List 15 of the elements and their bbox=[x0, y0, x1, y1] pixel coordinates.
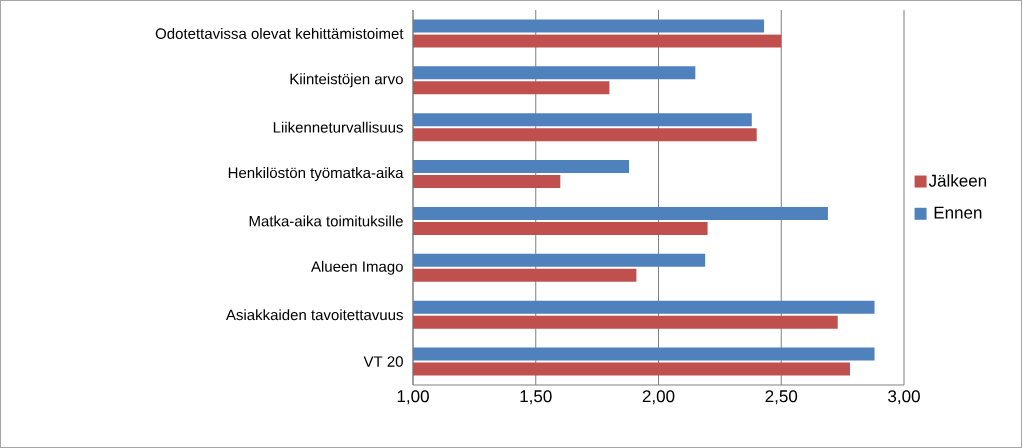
y-tick-label: Odotettavissa olevat kehittämistoimet bbox=[155, 27, 404, 39]
y-tick-label: Alueen Imago bbox=[311, 260, 403, 275]
y-tick-label: VT 20 bbox=[363, 356, 403, 367]
y-tick-label: Kiinteistöjen arvo bbox=[290, 73, 403, 88]
x-tick-label: 1,50 bbox=[520, 390, 552, 405]
x-tick-label: 1,00 bbox=[397, 390, 429, 405]
x-tick-label: 3,00 bbox=[888, 390, 920, 405]
y-tick-label: Matka-aika toimituksille bbox=[249, 215, 403, 227]
x-tick-label: 2,00 bbox=[642, 390, 675, 405]
legend-label: Ennen bbox=[934, 206, 982, 219]
legend-label: Jälkeen bbox=[928, 174, 987, 187]
y-tick-label: Asiakkaiden tavoitettavuus bbox=[225, 309, 403, 321]
y-tick-label: Henkilöstön työmatka-aika bbox=[228, 167, 404, 182]
x-tick-label: 2,50 bbox=[765, 390, 798, 405]
y-tick-label: Liikenneturvallisuus bbox=[273, 121, 403, 133]
